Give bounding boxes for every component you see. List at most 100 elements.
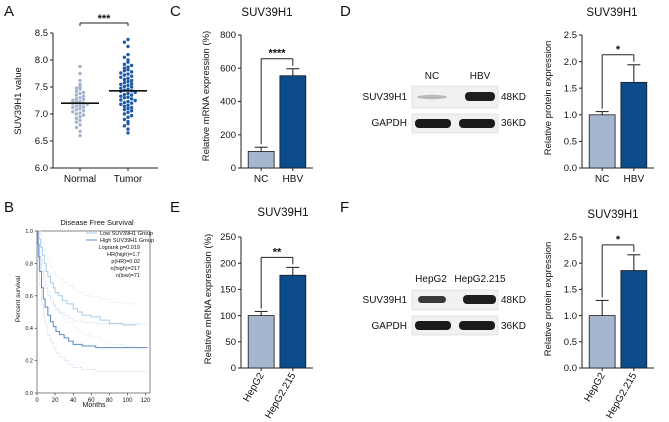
chart-a-point xyxy=(126,44,130,49)
blot-d-band-hbv-gapdh xyxy=(459,119,495,128)
chart-b-ci-lower-0 xyxy=(37,240,137,347)
chart-c-bar-0 xyxy=(247,150,275,169)
chart-a-point xyxy=(119,102,123,106)
chart-c-y-tick-label: 400 xyxy=(220,97,236,108)
blot-d-membrane-top xyxy=(411,85,499,109)
panel-label-f: F xyxy=(340,199,349,216)
chart-a-significance: *** xyxy=(98,13,112,25)
blot-f-row-suv39h1: SUV39H1 xyxy=(363,295,408,306)
blot-d: NC HBV SUV39H1 GAPDH 48KD 36KD xyxy=(363,71,526,134)
chart-b-y-tick-label: 0.4 xyxy=(25,326,33,332)
chart-a-point xyxy=(119,98,123,102)
survival-legend: Low SUV39H1 Group High SUV39H1 Group Log… xyxy=(86,231,154,279)
chart-e-y-tick-label: 150 xyxy=(220,285,236,296)
panel-label-b: B xyxy=(4,199,14,216)
chart-a-point xyxy=(78,106,82,111)
chart-a-point xyxy=(81,94,86,98)
chart-a-y-tick-label: 6.5 xyxy=(35,136,48,147)
chart-d-y-tick-label: 1.5 xyxy=(564,83,577,94)
chart-d-y-tick-label: 0.0 xyxy=(564,163,577,174)
chart-d-bar-0 xyxy=(588,114,616,169)
chart-c-y-tick-label: 200 xyxy=(220,130,236,141)
chart-a-point xyxy=(74,97,79,101)
chart-b-x-tick-label: 80 xyxy=(106,398,113,404)
chart-a-point xyxy=(78,96,82,100)
blot-d-band-hbv-suv39h1 xyxy=(465,92,495,101)
stat-nhigh: n(high)=217 xyxy=(110,266,140,272)
chart-e-y-tick-label: 100 xyxy=(220,311,236,322)
chart-a-point xyxy=(126,52,130,57)
chart-d-y-tick-label: 2.0 xyxy=(564,57,577,68)
chart-a-point xyxy=(74,104,79,108)
chart-a-point xyxy=(126,65,130,69)
chart-e-y-tick-label: 250 xyxy=(220,232,236,243)
chart-f-y-tick-label: 1.5 xyxy=(564,285,577,296)
chart-a-point xyxy=(122,80,127,85)
chart-a-point xyxy=(122,55,127,59)
chart-a-y-tick-label: 6.0 xyxy=(35,163,48,174)
chart-a-point xyxy=(122,40,127,44)
chart-f-y-tick-label: 1.0 xyxy=(564,311,577,322)
chart-a-point xyxy=(74,116,79,121)
stat-nlow: n(low)=71 xyxy=(116,273,140,279)
panel-label-c: C xyxy=(170,3,181,20)
chart-a-y-tick-label: 8.0 xyxy=(35,55,48,66)
chart-b-frame xyxy=(36,230,151,394)
blot-d-lane-hbv: HBV xyxy=(470,71,491,82)
chart-c-significance: **** xyxy=(268,48,286,60)
chart-a-point xyxy=(81,90,86,95)
blot-f-lane-hepg2215: HepG2.215 xyxy=(454,274,506,285)
chart-f-bar-1 xyxy=(620,270,648,369)
chart-a-point xyxy=(71,98,75,103)
chart-a-point xyxy=(122,104,127,109)
chart-d-y-tick-label: 1.0 xyxy=(564,110,577,121)
chart-e-y-tick-label: 0 xyxy=(231,363,236,374)
blot-f-band-hepg2215-suv39h1 xyxy=(463,295,496,304)
chart-a-y-tick-label: 8.5 xyxy=(35,28,48,39)
chart-a-point xyxy=(74,125,79,130)
chart-a-point xyxy=(129,93,134,97)
chart-a-point xyxy=(119,82,123,87)
blot-d-membrane-bottom xyxy=(411,113,499,134)
chart-a-point xyxy=(78,115,82,119)
chart-a-point xyxy=(126,106,130,111)
chart-b-ci-upper-0 xyxy=(37,230,137,305)
chart-d-x-label-0: NC xyxy=(595,174,609,185)
chart-a-point xyxy=(129,63,134,68)
chart-a-point xyxy=(81,105,86,109)
chart-c-x-label-1: HBV xyxy=(283,174,304,185)
chart-b-y-tick-label: 1.0 xyxy=(25,229,33,235)
chart-a-point xyxy=(129,82,134,86)
chart-f-y-tick-label: 2.5 xyxy=(564,232,577,243)
chart-f-y-tick-label: 0.5 xyxy=(564,337,577,348)
chart-a-point xyxy=(129,74,134,78)
chart-c-x-label-0: NC xyxy=(254,174,268,185)
chart-a-point xyxy=(129,109,134,113)
chart-b-x-tick-label: 20 xyxy=(52,398,59,404)
chart-a-point xyxy=(126,68,130,72)
stat-phr: p(HR)=0.02 xyxy=(111,259,140,265)
chart-a-y-tick-label: 7.0 xyxy=(35,109,48,120)
blot-f-lane-hepg2: HepG2 xyxy=(415,274,447,285)
chart-a-point xyxy=(122,124,127,128)
panel-label-e: E xyxy=(170,199,180,216)
chart-f-significance: * xyxy=(616,234,621,246)
chart-a-point xyxy=(74,93,79,97)
chart-a-point xyxy=(78,129,82,133)
chart-d-bar-1 xyxy=(620,81,648,169)
chart-a-point xyxy=(126,127,130,131)
chart-b-y-tick-label: 0.2 xyxy=(25,359,33,365)
chart-f-bar-0 xyxy=(588,315,616,369)
chart-a-point xyxy=(119,71,123,75)
chart-a-point xyxy=(78,133,82,138)
chart-a-point xyxy=(74,107,79,112)
chart-b-y-tick-label: 0.8 xyxy=(25,261,33,267)
chart-c-y-tick-label: 600 xyxy=(220,63,236,74)
chart-c-ylabel: Relative mRNA expression (%) xyxy=(201,31,212,161)
blot-d-band-nc-suv39h1 xyxy=(417,94,447,100)
chart-a-point xyxy=(122,84,127,89)
chart-a-point xyxy=(122,73,127,77)
chart-a-point xyxy=(81,113,86,117)
